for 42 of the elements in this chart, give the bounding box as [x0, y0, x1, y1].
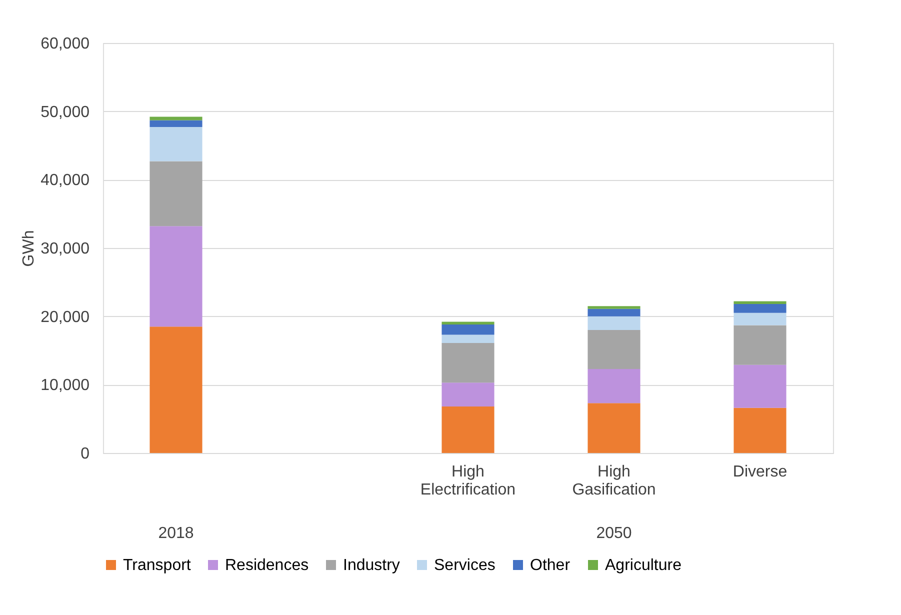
bar — [588, 306, 640, 309]
bar — [150, 120, 202, 128]
bar — [588, 368, 640, 404]
bar — [442, 406, 494, 453]
bar — [150, 326, 202, 453]
text: 2018 — [158, 525, 194, 542]
bar — [442, 342, 494, 383]
x-tick-label: High Electrification — [420, 464, 516, 498]
bar — [734, 325, 786, 365]
text: 2050 — [596, 525, 632, 542]
bar — [588, 330, 640, 369]
y-tick-label: 60,000 — [40, 36, 90, 52]
bar — [150, 127, 202, 162]
x-tick-label: Diverse — [732, 464, 788, 480]
legend-label: Other — [530, 557, 571, 574]
y-axis-title: GWh — [20, 230, 38, 267]
bar — [734, 304, 786, 313]
x-tick-label: High Gasification — [572, 464, 656, 498]
bar — [442, 324, 494, 335]
bar — [442, 382, 494, 407]
bar — [442, 322, 494, 325]
bar — [734, 408, 786, 453]
bar — [150, 226, 202, 327]
bar — [442, 334, 494, 343]
legend-label: Services — [434, 557, 496, 574]
legend-label: Transport — [123, 557, 192, 574]
y-tick-label: 50,000 — [40, 104, 90, 121]
bar — [588, 316, 640, 330]
legend-label: Agriculture — [605, 557, 682, 574]
y-tick-label: 20,000 — [40, 308, 90, 326]
bar — [734, 312, 786, 326]
y-tick-label: 30,000 — [40, 240, 90, 258]
bar — [734, 364, 786, 408]
bar — [734, 301, 786, 304]
legend-label: Residences — [225, 557, 309, 574]
y-tick-label: 40,000 — [40, 172, 90, 190]
y-tick-label: 0 — [80, 446, 90, 462]
legend-label: Industry — [343, 557, 400, 574]
bar — [588, 403, 640, 453]
bar — [588, 308, 640, 316]
bar — [150, 161, 202, 226]
y-tick-label: 10,000 — [40, 377, 90, 394]
